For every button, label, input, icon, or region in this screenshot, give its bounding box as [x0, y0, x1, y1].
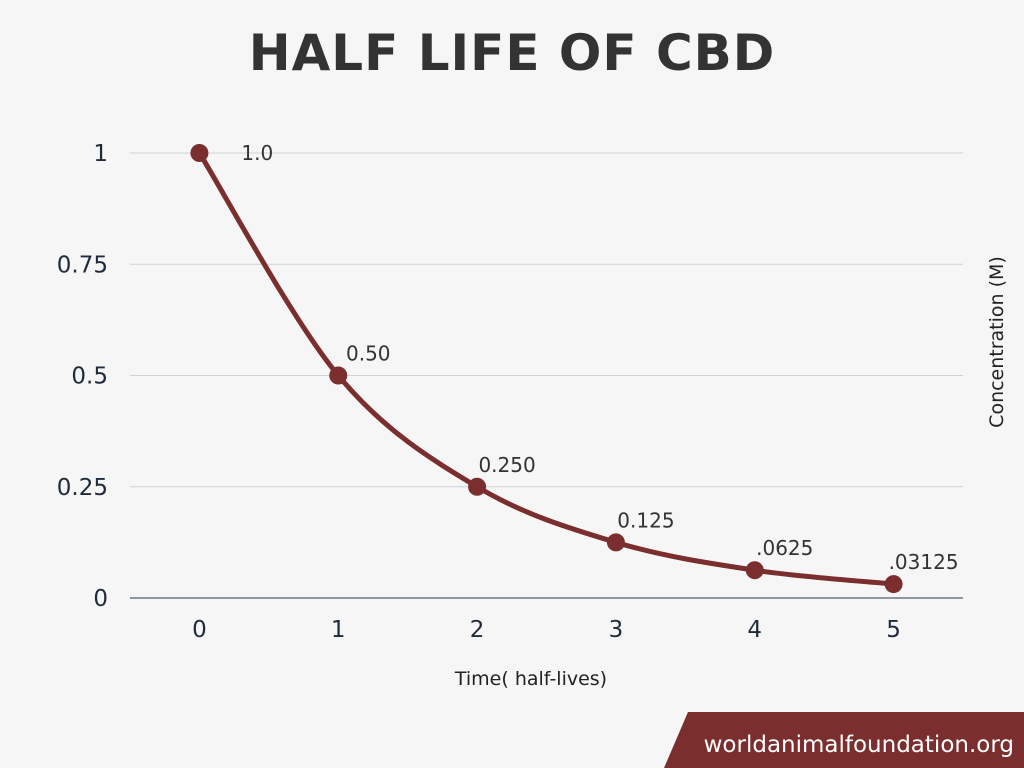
data-label: 0.250 [478, 453, 535, 477]
data-point [190, 144, 209, 162]
data-point [329, 366, 348, 385]
y-tick-label: 0.75 [57, 252, 108, 278]
y-tick-label: 0.5 [71, 364, 108, 390]
y-tick-label: 0.25 [57, 475, 108, 501]
x-axis-label: Time( half-lives) [454, 668, 607, 690]
x-tick-labels: 0 1 2 3 4 5 [192, 617, 901, 643]
data-point [606, 533, 625, 552]
x-tick-label: 4 [747, 617, 762, 643]
x-tick-label: 1 [331, 617, 346, 643]
footer-banner [664, 712, 1024, 768]
series-line [196, 150, 897, 587]
data-point [745, 561, 764, 580]
data-label: 0.50 [346, 342, 391, 366]
y-axis-label: Concentration (M) [986, 256, 1008, 428]
x-tick-label: 3 [609, 617, 624, 643]
y-tick-label: 0 [93, 586, 108, 612]
y-tick-labels: 0 0.25 0.5 0.75 1 [57, 141, 108, 612]
y-tick-label: 1 [93, 141, 108, 167]
data-label: .0625 [756, 536, 813, 560]
data-label: .03125 [889, 550, 959, 574]
grid-lines [130, 152, 963, 599]
data-labels: 1.0 0.50 0.250 0.125 .0625 .03125 [241, 141, 958, 574]
x-tick-label: 0 [192, 617, 207, 643]
data-label: 1.0 [241, 141, 273, 165]
x-tick-label: 5 [886, 617, 901, 643]
data-point [468, 477, 487, 496]
data-points [190, 144, 903, 594]
site-url: worldanimalfoundation.org [703, 732, 1014, 758]
chart-title: HALF LIFE OF CBD [249, 24, 776, 82]
data-point [884, 575, 903, 594]
data-label: 0.125 [617, 508, 674, 532]
x-tick-label: 2 [470, 617, 485, 643]
